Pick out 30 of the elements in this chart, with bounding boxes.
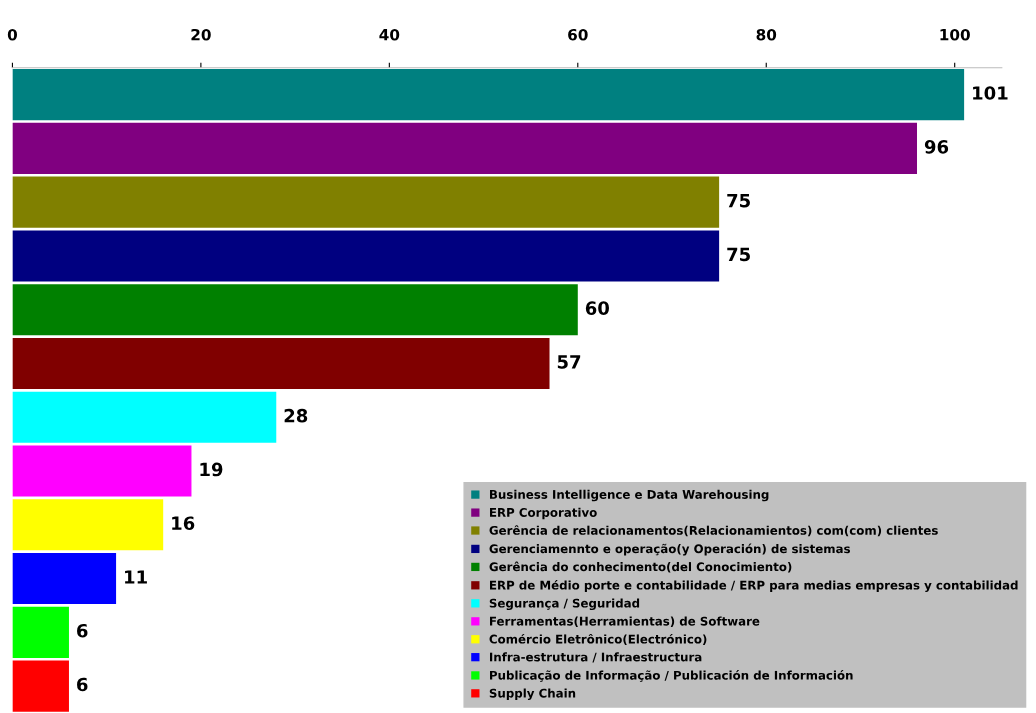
legend-label: Segurança / Seguridad — [489, 598, 640, 610]
x-tick-label: 40 — [379, 28, 400, 41]
legend-label: Business Intelligence e Data Warehousing — [490, 489, 769, 502]
legend-label: Supply Chain — [489, 688, 576, 701]
legend-label: Publicação de Informação / Publicación de Información — [490, 670, 853, 682]
data-label: 16 — [172, 516, 195, 531]
legend-label: ERP de Médio porte e contabilidade / ERP para medias empresas y contabilidad — [490, 580, 1018, 592]
x-tick-label: 60 — [568, 28, 588, 41]
data-label: 75 — [727, 247, 750, 262]
legend-label: Gerência de relacionamentos(Relacionamientos) com(com) clientes — [489, 525, 938, 537]
data-label: 6 — [77, 623, 88, 638]
data-label: 96 — [924, 139, 949, 154]
data-label: 75 — [727, 193, 750, 208]
legend-label: Gerência do conhecimento(del Conocimiento) — [489, 561, 792, 573]
data-label: 101 — [973, 86, 1008, 100]
legend-label: Gerenciamennto e operação(y Operación) de sistemas — [489, 543, 850, 556]
x-tick-label: 100 — [940, 28, 970, 41]
data-label: 57 — [557, 355, 581, 369]
x-tick-label: 20 — [191, 28, 211, 41]
legend-label: ERP Corporativo — [490, 507, 597, 520]
data-label: 28 — [284, 408, 308, 423]
x-tick-label: 0 — [7, 28, 18, 41]
legend-label: Comércio Eletrônico(Electrónico) — [489, 633, 707, 645]
legend-label: Ferramentas(Herramientas) de Software — [490, 616, 760, 628]
data-label: 6 — [77, 677, 88, 692]
data-label: 60 — [585, 301, 609, 315]
data-label: 19 — [200, 462, 223, 477]
data-label: 11 — [125, 570, 147, 584]
x-tick-label: 80 — [756, 28, 777, 41]
legend-label: Infra-estrutura / Infraestructura — [490, 652, 702, 663]
